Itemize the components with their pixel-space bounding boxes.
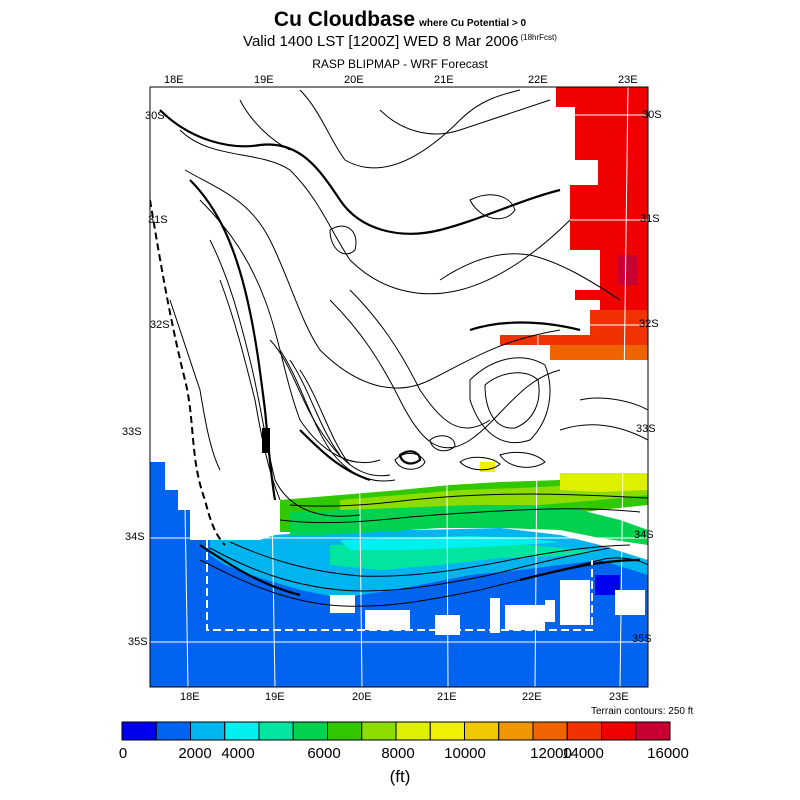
cloudbase-mid-band — [280, 462, 648, 545]
lat-label-right: 33S — [636, 423, 656, 435]
colorbar-swatch — [327, 721, 363, 741]
colorbar-swatch — [532, 721, 568, 741]
cloudbase-high-region — [500, 87, 648, 360]
colorbar-swatch — [155, 721, 191, 741]
colorbar-swatch — [601, 721, 637, 741]
colorbar-tick: 12000 — [530, 745, 572, 762]
colorbar-tick: 16000 — [647, 745, 689, 762]
colorbar-swatch — [395, 721, 431, 741]
colorbar-swatch — [635, 721, 671, 741]
lon-label-top: 18E — [164, 74, 184, 86]
lat-label-left: 33S — [122, 426, 142, 438]
colorbar-tick: 14000 — [562, 745, 604, 762]
colorbar-units: (ft) — [389, 767, 411, 786]
lon-label-top: 19E — [254, 74, 274, 86]
valid-time: Valid 1400 LST [1200Z] WED 8 Mar 2006 — [243, 33, 519, 50]
product-name: RASP BLIPMAP - WRF Forecast — [312, 57, 488, 71]
forecast-hour-note: (18hrFcst) — [520, 33, 557, 42]
colorbar-swatch — [292, 721, 328, 741]
lat-label-right: 34S — [634, 529, 654, 541]
title-row: Cu Cloudbase where Cu Potential > 0 — [0, 8, 800, 32]
lat-label-left: 31S — [148, 214, 168, 226]
colorbar-tick: 6000 — [307, 745, 341, 762]
colorbar-tick: 10000 — [444, 745, 486, 762]
lat-label-left: 35S — [128, 636, 148, 648]
colorbar — [121, 721, 671, 741]
colorbar-tick: 0 — [118, 745, 128, 762]
map-title-note: where Cu Potential > 0 — [419, 18, 527, 29]
terrain-contours — [169, 89, 648, 607]
map-frame — [149, 86, 649, 688]
terrain-contour-note: Terrain contours: 250 ft — [591, 706, 694, 717]
cloudbase-mid-low-band — [210, 528, 648, 598]
lon-label-bottom: 21E — [437, 691, 457, 703]
colorbar-swatch — [566, 721, 602, 741]
lon-label-top: 21E — [434, 74, 454, 86]
lon-label-bottom: 20E — [352, 691, 372, 703]
lon-label-bottom: 18E — [180, 691, 200, 703]
lon-label-top: 22E — [528, 74, 548, 86]
lon-label-top: 20E — [344, 74, 364, 86]
map-field — [150, 87, 648, 687]
lat-label-right: 35S — [632, 633, 652, 645]
lat-label-left: 32S — [150, 319, 170, 331]
colorbar-swatch — [224, 721, 260, 741]
colorbar-tick: 4000 — [221, 745, 255, 762]
lat-label-right: 31S — [640, 213, 660, 225]
colorbar-swatch — [429, 721, 465, 741]
map-title: Cu Cloudbase — [273, 8, 416, 31]
colorbar-swatch — [190, 721, 226, 741]
lon-label-bottom: 19E — [265, 691, 285, 703]
colorbar-swatch — [498, 721, 534, 741]
lon-label-bottom: 23E — [609, 691, 629, 703]
colorbar-swatch — [464, 721, 500, 741]
coastline — [150, 199, 226, 546]
dense-contours-block — [262, 428, 270, 453]
colorbar-swatch — [258, 721, 294, 741]
colorbar-swatch — [121, 721, 157, 741]
lat-label-right: 32S — [639, 318, 659, 330]
inner-domain-box — [206, 540, 593, 631]
lat-label-left: 34S — [125, 531, 145, 543]
colorbar-tick: 2000 — [178, 745, 212, 762]
lon-label-top: 23E — [618, 74, 638, 86]
lon-label-bottom: 22E — [522, 691, 542, 703]
colorbar-swatch — [361, 721, 397, 741]
lat-label-left: 30S — [145, 110, 165, 122]
colorbar-tick: 8000 — [381, 745, 415, 762]
valid-time-row: Valid 1400 LST [1200Z] WED 8 Mar 2006 (18… — [0, 33, 800, 50]
lat-label-right: 30S — [642, 109, 662, 121]
